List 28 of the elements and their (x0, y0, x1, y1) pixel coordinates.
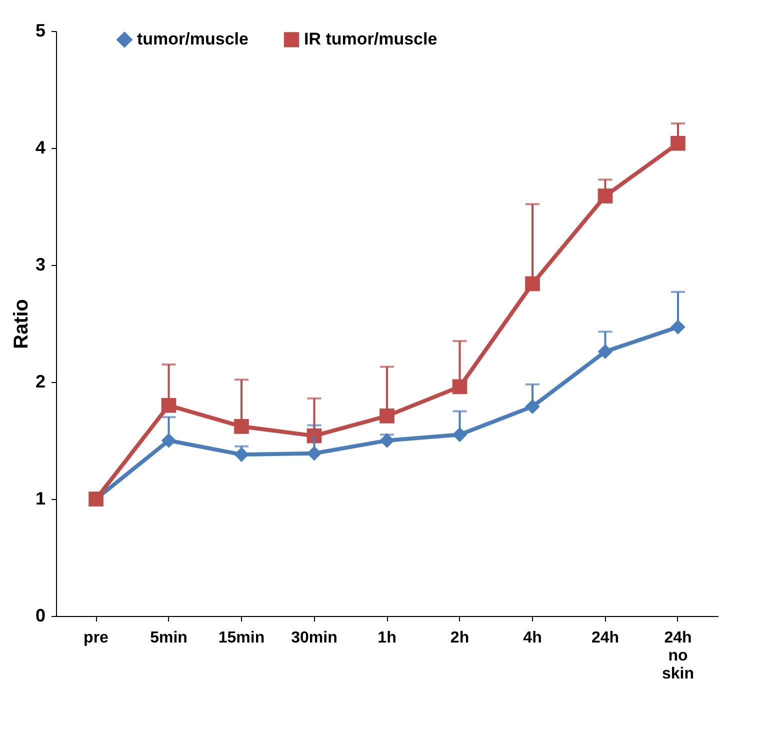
y-tick-label: 5 (35, 20, 46, 40)
legend-label: tumor/muscle (137, 30, 248, 49)
x-tick-label: 24h no skin (662, 630, 694, 682)
point (452, 427, 468, 442)
x-tick-label: 1h (378, 630, 396, 646)
x-tick-label: 15min (218, 630, 265, 646)
point (525, 276, 540, 292)
point (598, 344, 613, 359)
point (670, 136, 686, 151)
x-tick-label: 5min (150, 630, 188, 646)
y-tick-label: 1 (35, 488, 46, 508)
x-tick-label: 2h (450, 630, 470, 646)
point (598, 188, 613, 204)
x-tick-label: pre (84, 630, 109, 646)
x-tick-label: 24h (591, 630, 620, 646)
x-tick-label: 4h (523, 630, 542, 646)
y-tick-label: 3 (35, 254, 46, 274)
legend-label: IR tumor/muscle (304, 30, 438, 49)
point (161, 433, 176, 448)
point (380, 408, 394, 424)
point (161, 398, 176, 413)
x-tick-label: 30min (291, 630, 338, 646)
point (306, 446, 322, 461)
y-axis-title: Ratio (10, 299, 32, 349)
point (234, 419, 249, 434)
y-tick-label: 0 (35, 606, 46, 626)
y-tick-label: 2 (35, 372, 46, 392)
y-tick-label: 4 (35, 138, 46, 158)
